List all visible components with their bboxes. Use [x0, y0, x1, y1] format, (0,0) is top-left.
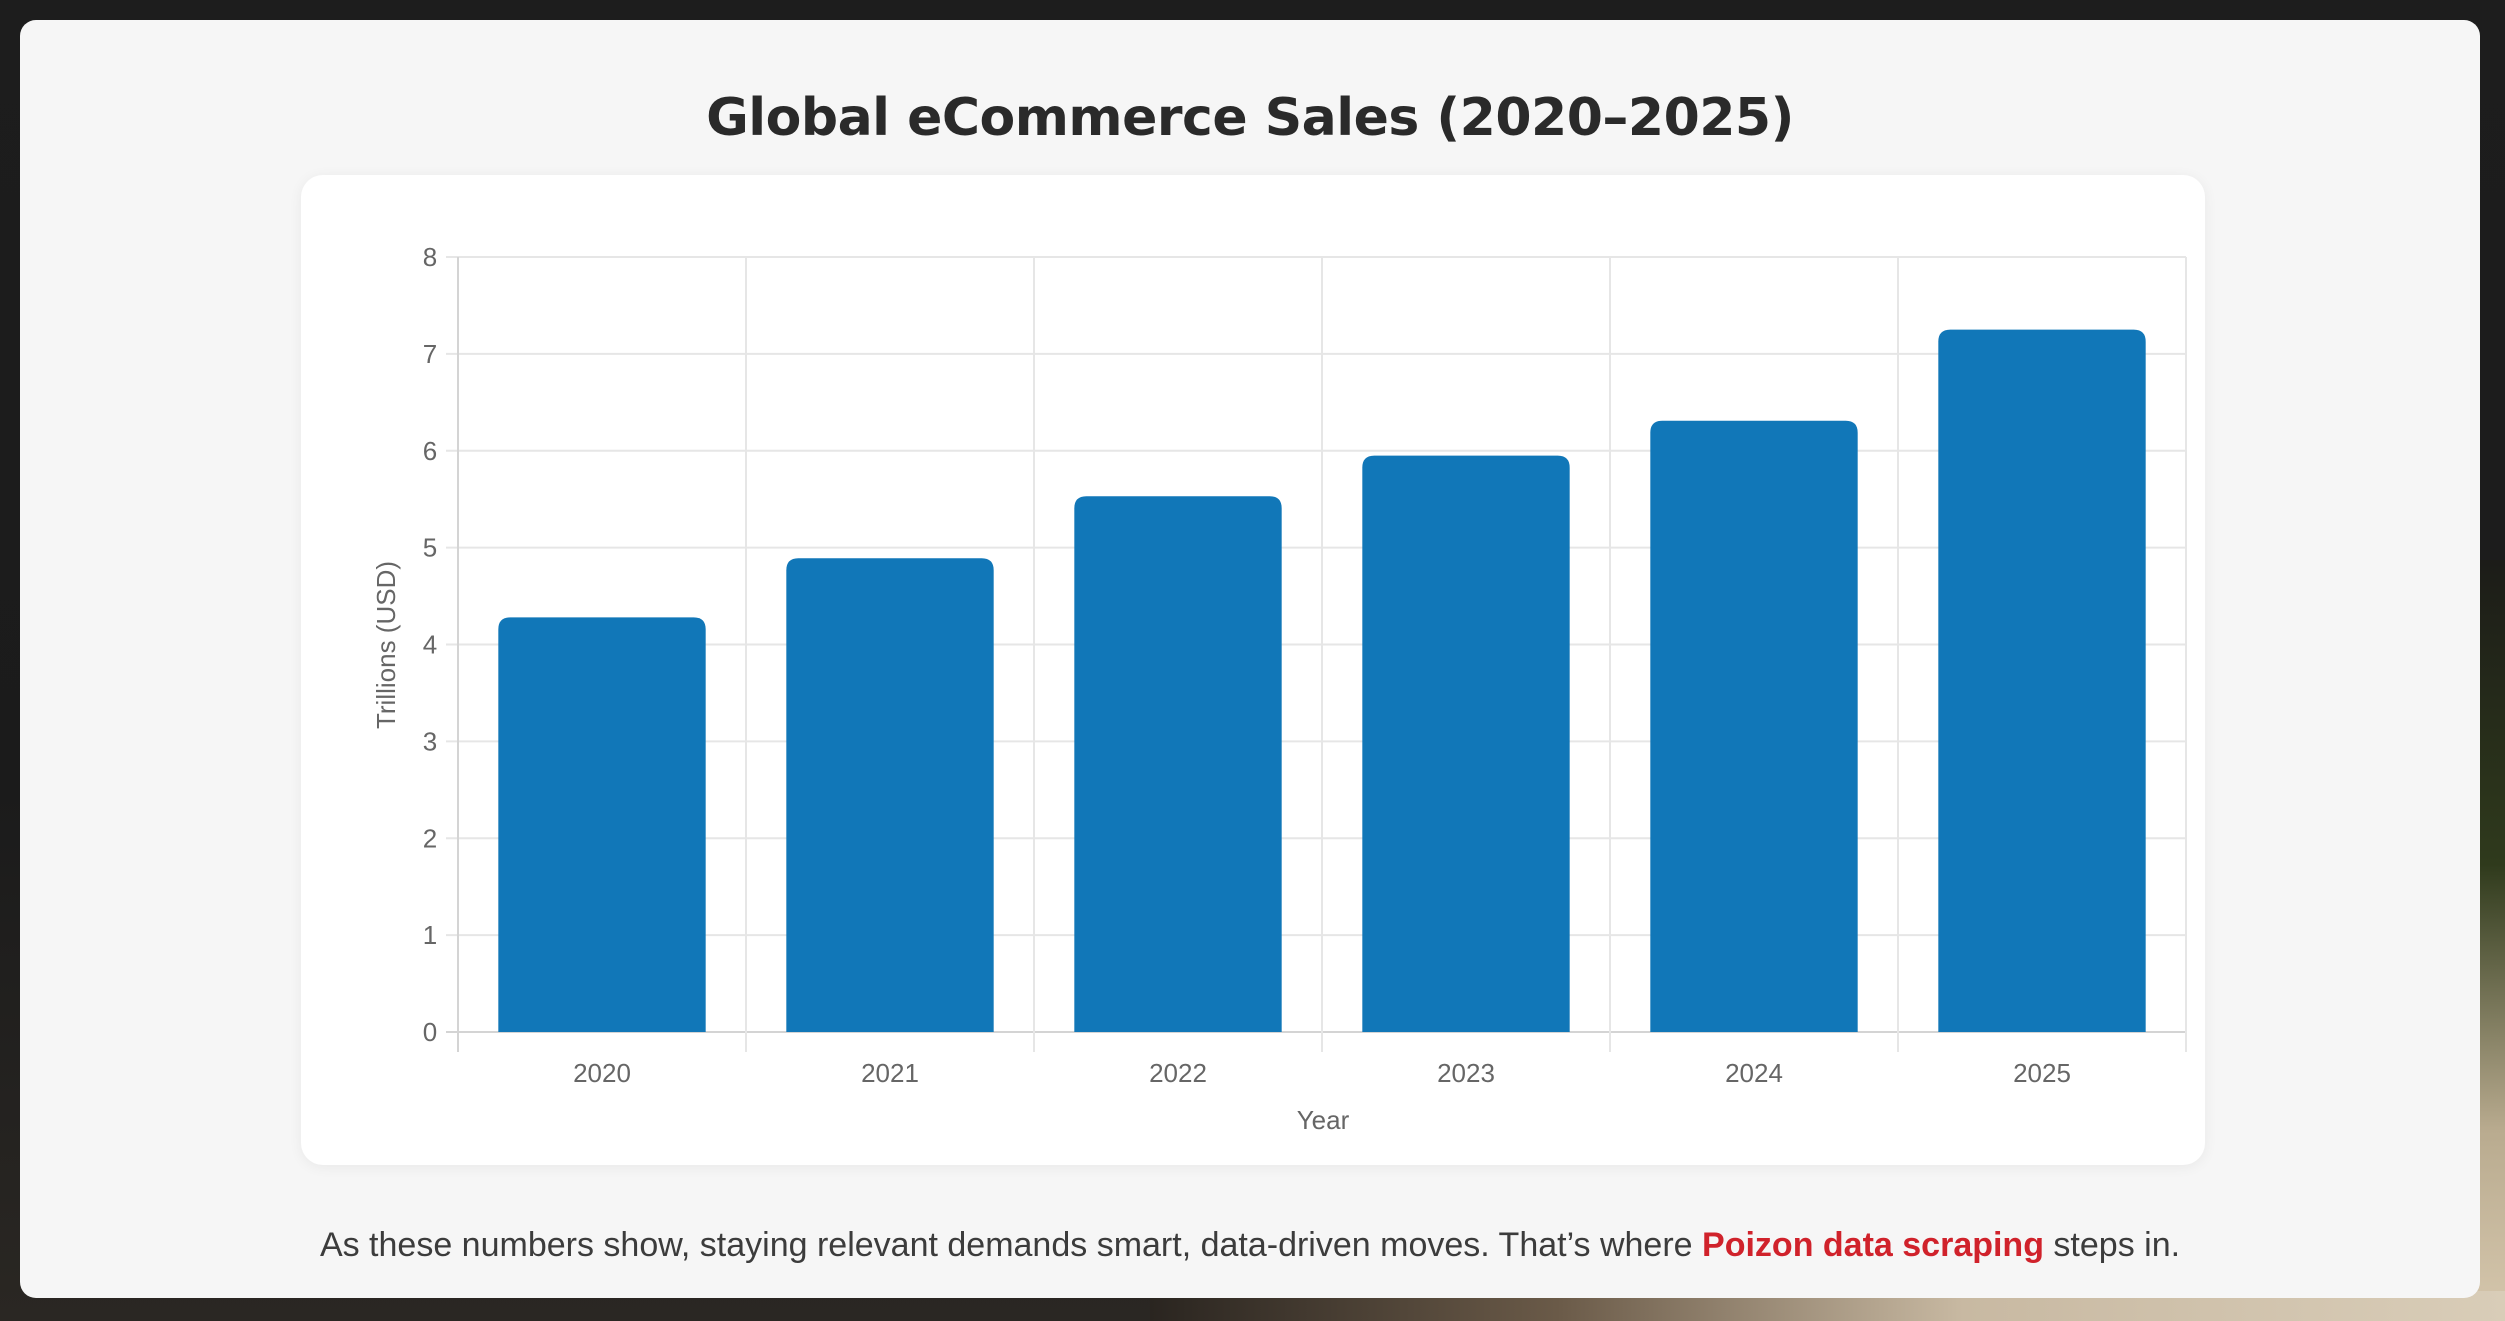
- y-tick-label: 1: [423, 920, 437, 950]
- bar-2022: [1074, 496, 1282, 1032]
- caption-text-before: As these numbers show, staying relevant …: [319, 1226, 1703, 1264]
- x-tick-label: 2024: [1725, 1058, 1783, 1088]
- y-axis-ticks: 0 1 2 3 4 5 6 7 8: [423, 242, 437, 1047]
- y-tick-label: 8: [423, 242, 437, 272]
- x-axis-label: Year: [1297, 1105, 1350, 1135]
- bar-2021: [786, 558, 994, 1032]
- x-tick-label: 2020: [573, 1058, 631, 1088]
- y-axis-label: Trillions (USD): [371, 561, 401, 729]
- chart-gridlines: [446, 256, 2187, 1052]
- x-axis-ticks: 2020 2021 2022 2023 2024 2025: [573, 1058, 2071, 1088]
- caption: As these numbers show, staying relevant …: [20, 1226, 2480, 1265]
- x-tick-label: 2021: [861, 1058, 919, 1088]
- chart-bars: [498, 329, 2146, 1032]
- caption-text-after: steps in.: [2043, 1226, 2181, 1264]
- bar-chart: 0 1 2 3 4 5 6 7 8 2020 2021 2022 2023 2024 2025 Trill…: [371, 242, 2187, 1135]
- poizon-data-scraping-link[interactable]: Poizon data scraping: [1702, 1226, 2044, 1264]
- y-tick-label: 2: [423, 823, 437, 853]
- bar-2020: [498, 617, 706, 1032]
- x-tick-label: 2023: [1437, 1058, 1495, 1088]
- y-tick-label: 3: [423, 726, 437, 756]
- y-tick-label: 5: [423, 533, 437, 563]
- x-tick-label: 2025: [2013, 1058, 2071, 1088]
- y-tick-label: 6: [423, 436, 437, 466]
- bar-2023: [1362, 455, 1570, 1032]
- x-tick-label: 2022: [1149, 1058, 1207, 1088]
- chart-card: 0 1 2 3 4 5 6 7 8 2020 2021 2022 2023 2024 2025 Trill…: [301, 175, 2205, 1165]
- bar-2025: [1938, 329, 2146, 1032]
- y-tick-label: 0: [423, 1017, 437, 1047]
- content-panel: Global eCommerce Sales (2020–2025) 0 1 2 3 4…: [20, 20, 2480, 1298]
- chart-title: Global eCommerce Sales (2020–2025): [706, 88, 1794, 148]
- bar-2024: [1650, 420, 1858, 1032]
- y-tick-label: 4: [423, 630, 437, 660]
- y-tick-label: 7: [423, 339, 437, 369]
